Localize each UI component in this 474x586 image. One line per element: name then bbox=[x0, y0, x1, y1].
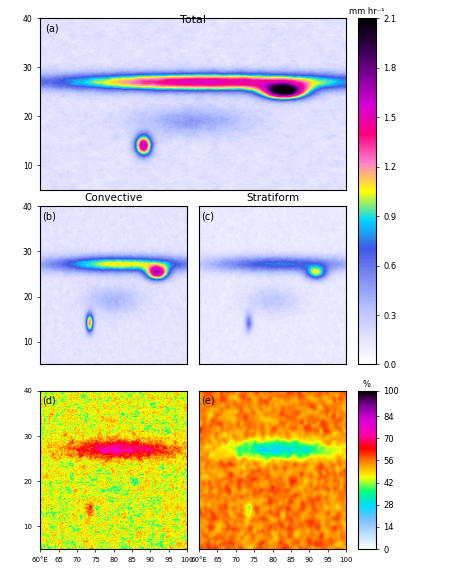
Text: Stratiform: Stratiform bbox=[246, 193, 299, 203]
Text: (e): (e) bbox=[201, 396, 215, 406]
Text: (c): (c) bbox=[201, 211, 214, 221]
Text: (a): (a) bbox=[45, 23, 58, 33]
Title: mm hr⁻¹: mm hr⁻¹ bbox=[349, 7, 384, 16]
Title: %: % bbox=[363, 380, 371, 389]
Text: (d): (d) bbox=[43, 396, 56, 406]
Text: Total: Total bbox=[180, 15, 206, 25]
Text: (b): (b) bbox=[43, 211, 56, 221]
Text: Convective: Convective bbox=[85, 193, 143, 203]
